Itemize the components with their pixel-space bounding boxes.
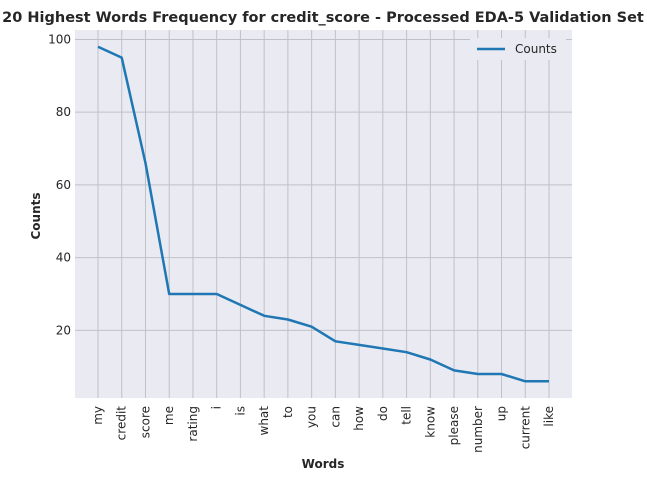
x-tick-label: what <box>257 406 271 436</box>
legend-label-counts: Counts <box>515 42 557 56</box>
x-tick-label: how <box>352 406 366 431</box>
x-tick-label: know <box>423 406 437 438</box>
y-tick-label: 60 <box>56 178 71 192</box>
x-tick-label: up <box>495 406 509 421</box>
x-tick-label: you <box>305 406 319 428</box>
chart-title: 20 Highest Words Frequency for credit_sc… <box>2 10 644 26</box>
x-tick-label: do <box>376 406 390 421</box>
x-tick-label: can <box>328 406 342 428</box>
x-tick-label: number <box>471 406 485 453</box>
grid <box>75 30 572 398</box>
x-tick-label: me <box>162 406 176 425</box>
y-tick-label: 80 <box>56 105 71 119</box>
x-tick-label: is <box>233 406 247 416</box>
y-tick-labels: 20 40 60 80 100 <box>48 32 71 337</box>
x-tick-label: rating <box>186 406 200 442</box>
plot-area <box>75 30 572 398</box>
x-tick-label: credit <box>115 406 129 441</box>
x-tick-label: like <box>542 406 556 427</box>
legend: Counts <box>470 38 566 60</box>
x-tick-label: current <box>518 406 532 450</box>
x-tick-labels: my credit score me rating i is what to you can how d… <box>91 406 556 453</box>
y-axis-label: Counts <box>29 192 43 239</box>
x-axis-label: Words <box>302 457 345 471</box>
x-tick-label: please <box>447 406 461 445</box>
x-tick-label: to <box>281 406 295 418</box>
y-tick-label: 20 <box>56 323 71 337</box>
x-tick-label: my <box>91 406 105 425</box>
series-line-counts <box>97 45 549 383</box>
y-tick-label: 40 <box>56 251 71 265</box>
x-tick-label: i <box>210 406 224 409</box>
y-tick-label: 100 <box>48 32 71 46</box>
x-tick-label: score <box>138 406 152 438</box>
x-tick-label: tell <box>400 406 414 425</box>
